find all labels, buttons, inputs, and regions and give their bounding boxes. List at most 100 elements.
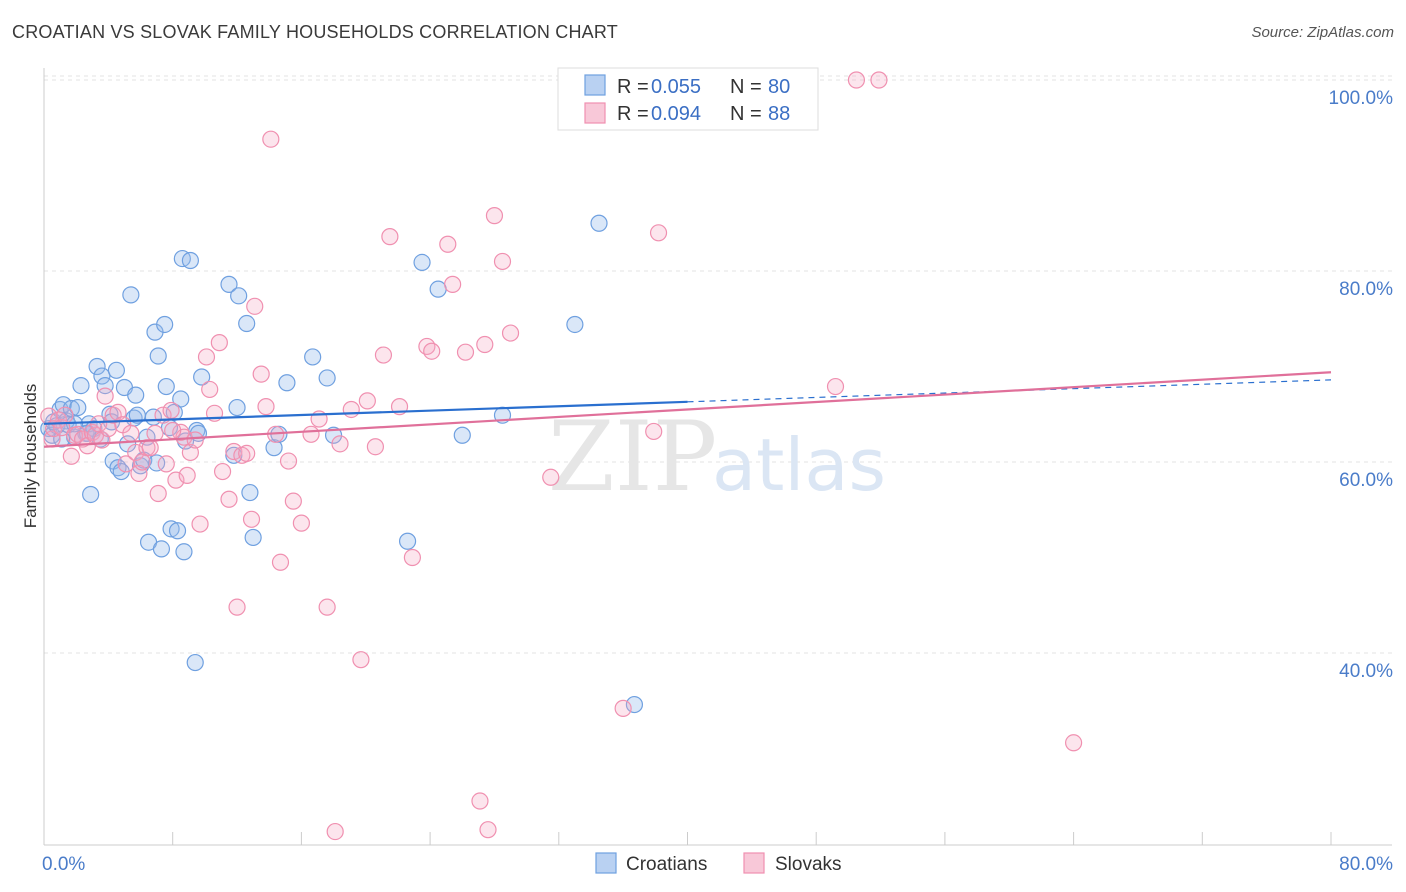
legend-r-slovaks: 0.094 bbox=[651, 103, 701, 125]
slovak-point bbox=[69, 425, 87, 443]
slovak-point bbox=[164, 421, 182, 440]
slovak-point bbox=[246, 297, 264, 315]
slovak-point bbox=[191, 515, 209, 533]
slovak-point bbox=[302, 425, 320, 443]
series-croatians bbox=[40, 214, 644, 714]
croatian-point bbox=[241, 483, 259, 502]
legend-swatch-slovaks bbox=[584, 102, 606, 124]
bottom-legend: Croatians Slovaks bbox=[595, 852, 842, 875]
croatian-point bbox=[82, 485, 100, 504]
legend-r-croatians: 0.055 bbox=[651, 76, 701, 98]
legend-n-label: N = bbox=[730, 103, 762, 125]
slovak-point bbox=[157, 455, 175, 473]
croatian-point bbox=[162, 520, 180, 538]
legend-r-label: R = bbox=[617, 76, 649, 98]
x-tick-label: 80.0% bbox=[1339, 854, 1393, 875]
slovak-point bbox=[90, 415, 108, 433]
slovak-point bbox=[418, 337, 436, 356]
x-tick-labels: 0.0% 80.0% bbox=[42, 854, 1393, 875]
slovak-point bbox=[149, 484, 167, 503]
slovak-point bbox=[614, 699, 632, 717]
slovak-point bbox=[201, 380, 219, 399]
croatian-point bbox=[625, 695, 644, 714]
slovak-point bbox=[56, 406, 74, 424]
y-tick-label: 80.0% bbox=[1339, 279, 1393, 300]
slovak-point bbox=[439, 235, 457, 253]
slovak-point bbox=[252, 365, 270, 383]
slovak-point bbox=[228, 598, 246, 616]
slovak-point bbox=[479, 821, 497, 839]
slovak-point bbox=[225, 442, 243, 461]
croatian-point bbox=[398, 532, 417, 550]
slovak-point bbox=[501, 324, 520, 342]
croatian-point bbox=[156, 315, 174, 334]
croatian-point bbox=[88, 357, 106, 376]
croatian-point bbox=[175, 543, 193, 561]
trend-line-slovaks bbox=[43, 371, 1332, 448]
slovak-point bbox=[62, 447, 80, 465]
croatian-point bbox=[278, 374, 296, 392]
series-slovaks bbox=[40, 71, 1083, 841]
y-tick-label: 100.0% bbox=[1329, 88, 1394, 109]
legend-n-label: N = bbox=[730, 76, 762, 98]
chart-title: CROATIAN VS SLOVAK FAMILY HOUSEHOLDS COR… bbox=[12, 22, 618, 42]
slovak-point bbox=[358, 392, 376, 410]
slovak-point bbox=[381, 228, 399, 246]
croatian-point bbox=[590, 214, 608, 232]
slovak-point bbox=[485, 207, 504, 225]
slovak-point bbox=[471, 792, 489, 810]
legend-n-slovaks: 88 bbox=[768, 103, 790, 125]
slovak-point bbox=[122, 424, 140, 442]
slovak-point bbox=[292, 514, 310, 532]
legend-swatch-croatians bbox=[584, 74, 606, 96]
slovak-point bbox=[493, 252, 512, 271]
legend-n-croatians: 80 bbox=[768, 76, 790, 98]
croatian-point bbox=[181, 251, 199, 270]
slovak-point bbox=[284, 492, 302, 510]
y-axis-label: Family Households bbox=[21, 384, 40, 529]
watermark-atlas: atlas bbox=[712, 423, 886, 507]
croatian-point bbox=[72, 377, 90, 395]
slovak-point bbox=[257, 398, 275, 416]
slovak-point bbox=[271, 553, 290, 571]
trend-line-croatians bbox=[43, 400, 688, 425]
legend-r-label: R = bbox=[617, 103, 649, 125]
x-tick-label: 0.0% bbox=[42, 854, 85, 875]
croatian-point bbox=[69, 398, 87, 417]
y-tick-labels: 40.0% 60.0% 80.0% 100.0% bbox=[1329, 88, 1394, 682]
slovak-point bbox=[210, 334, 228, 352]
slovak-point bbox=[96, 387, 114, 405]
croatian-point bbox=[107, 361, 125, 379]
axes bbox=[43, 68, 1392, 846]
croatian-point bbox=[230, 287, 248, 305]
croatian-point bbox=[429, 280, 447, 298]
slovak-point bbox=[242, 510, 261, 528]
y-tick-label: 60.0% bbox=[1339, 470, 1393, 491]
croatian-point bbox=[413, 253, 431, 272]
trend-lines bbox=[43, 371, 1332, 448]
slovak-point bbox=[279, 452, 298, 470]
croatian-point bbox=[220, 275, 238, 293]
slovak-point bbox=[167, 471, 185, 489]
slovak-point bbox=[262, 130, 280, 148]
slovak-point bbox=[238, 444, 256, 463]
slovak-point bbox=[649, 224, 668, 242]
slovak-point bbox=[423, 342, 441, 360]
croatian-point bbox=[168, 522, 187, 540]
slovak-point bbox=[220, 490, 238, 508]
slovak-point bbox=[456, 343, 475, 361]
slovak-point bbox=[542, 468, 560, 486]
slovak-point bbox=[366, 438, 385, 456]
croatian-point bbox=[193, 368, 211, 386]
slovak-point bbox=[444, 275, 462, 293]
croatian-point bbox=[244, 528, 262, 547]
watermark-zip: ZIP bbox=[548, 401, 717, 513]
slovak-point bbox=[178, 466, 196, 484]
croatian-point bbox=[265, 439, 283, 457]
source-label: Source: ZipAtlas.com bbox=[1251, 24, 1394, 41]
slovak-point bbox=[326, 822, 344, 841]
croatian-point bbox=[566, 315, 584, 334]
slovak-point bbox=[870, 71, 888, 89]
croatian-point bbox=[127, 386, 145, 404]
croatian-point bbox=[238, 314, 256, 333]
